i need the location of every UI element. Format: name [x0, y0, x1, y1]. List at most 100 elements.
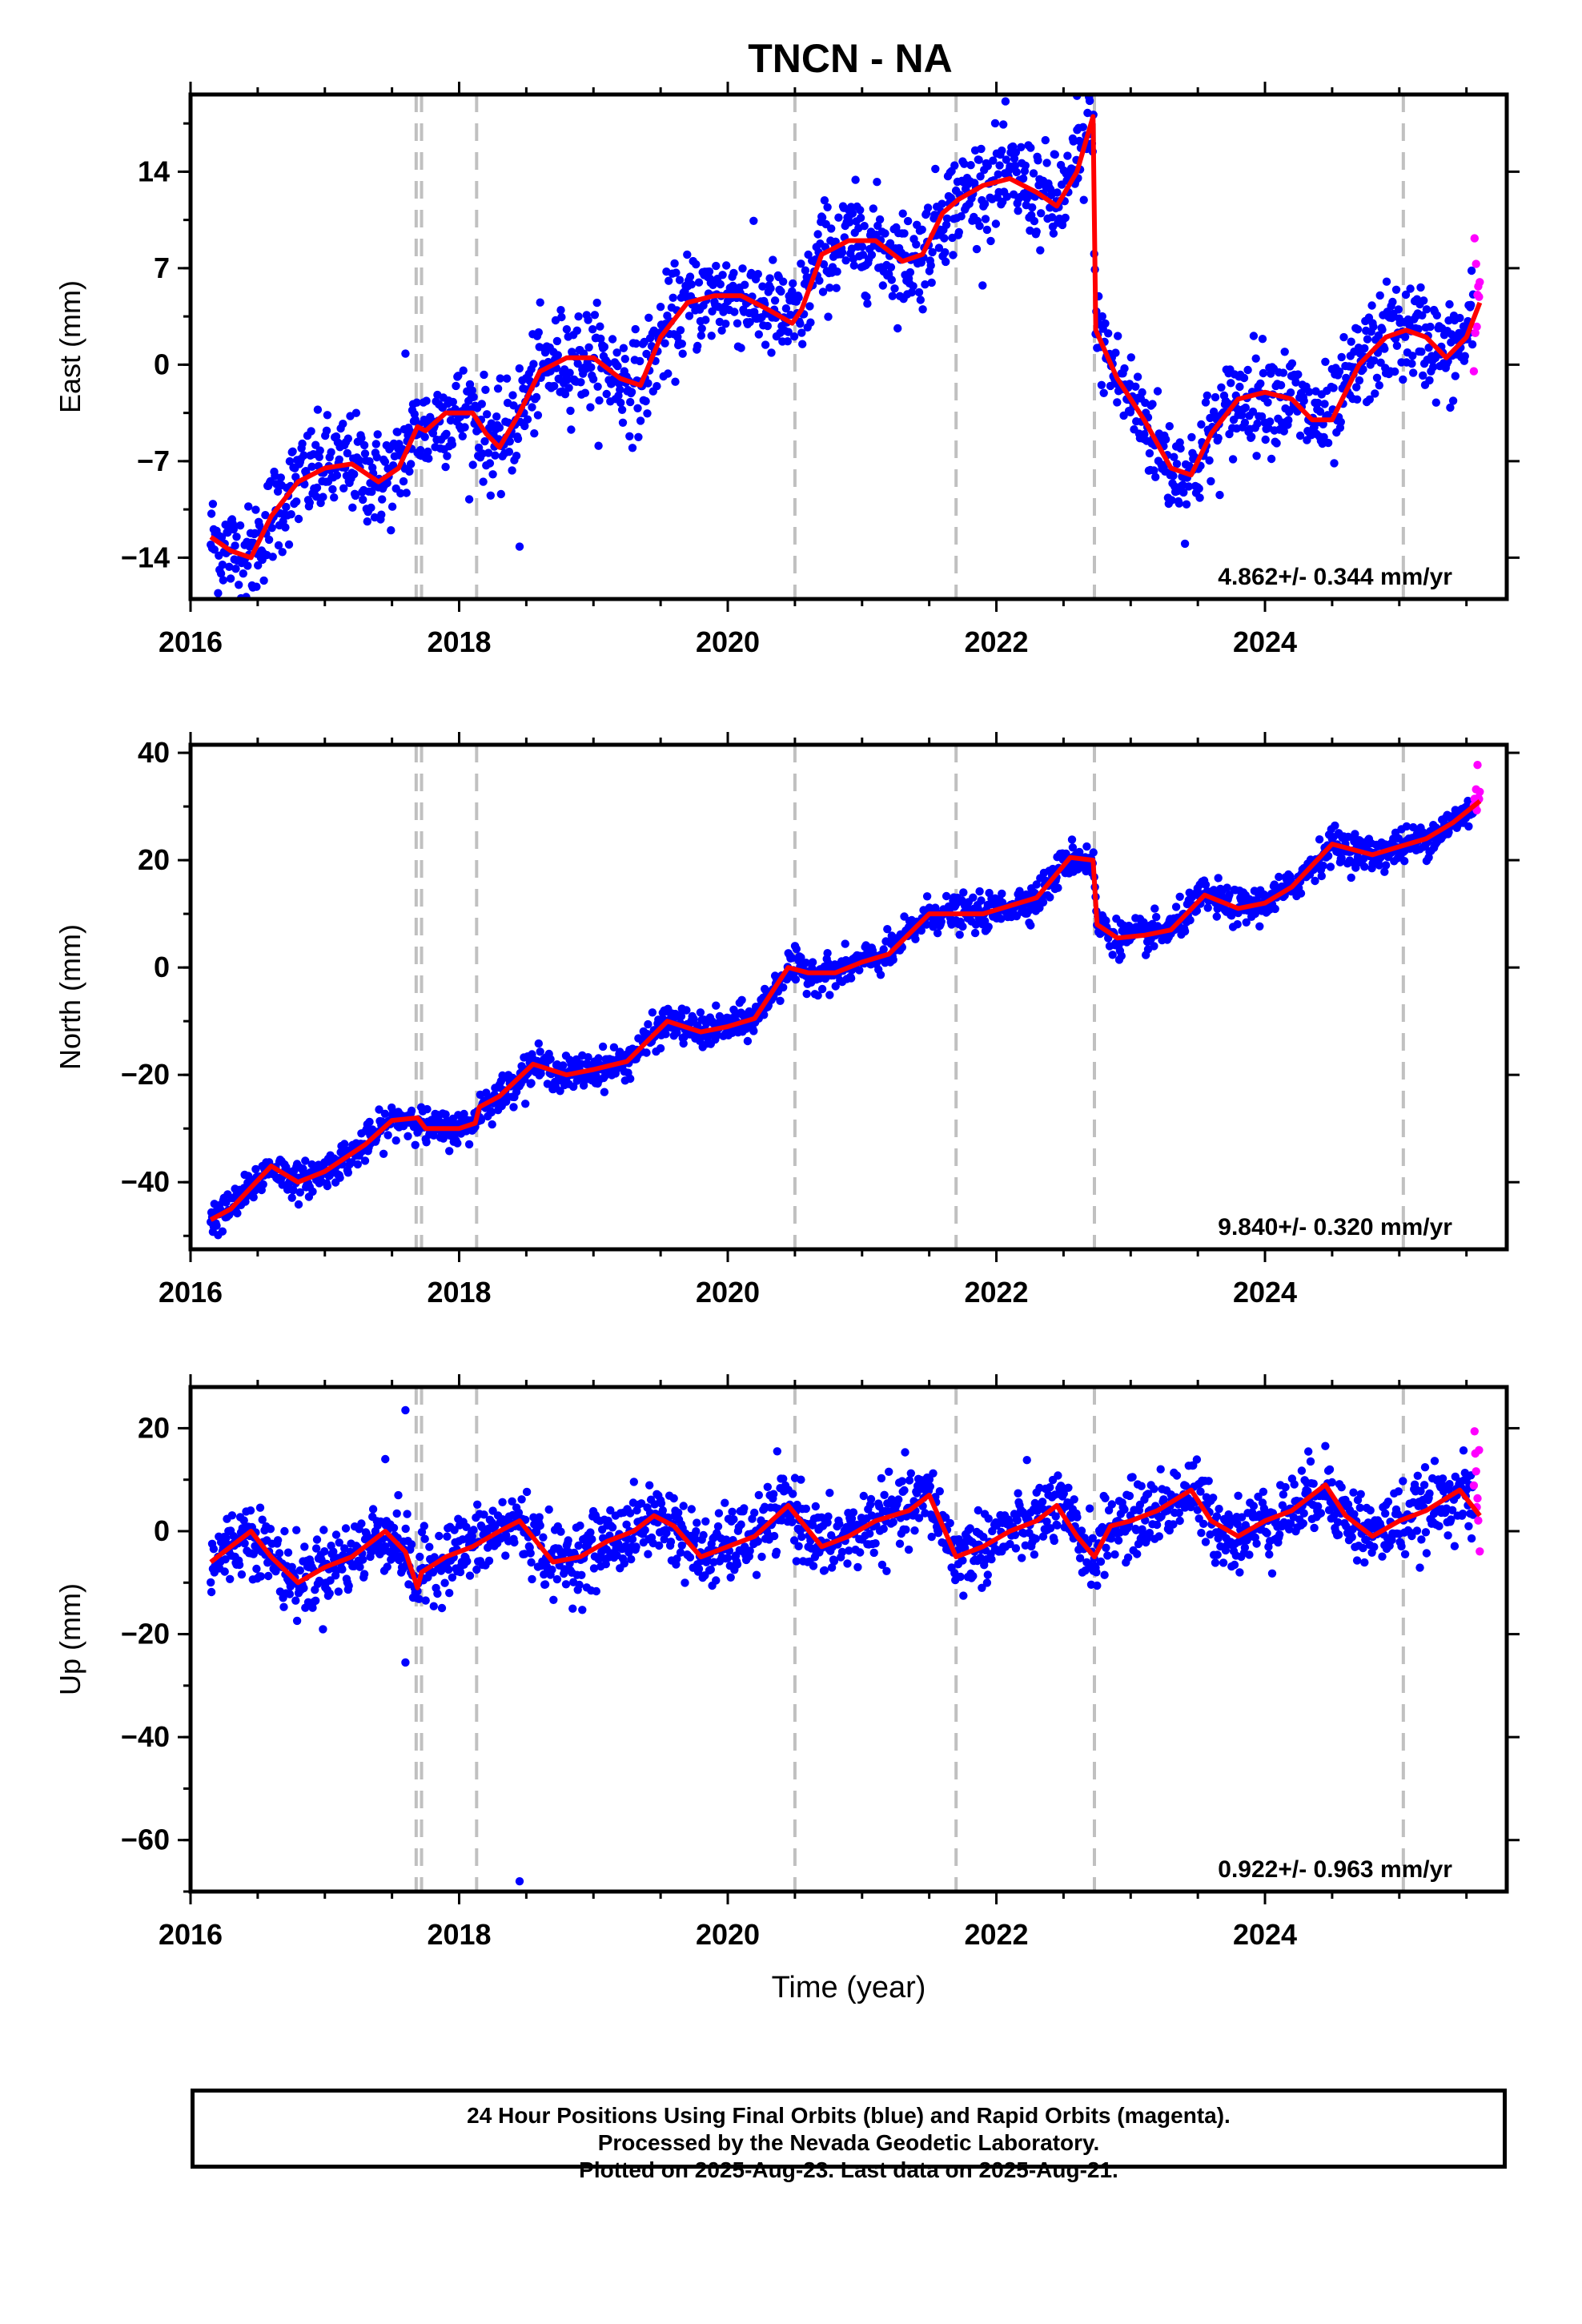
- final-point: [1170, 452, 1178, 461]
- final-point: [827, 1563, 837, 1572]
- final-point: [1187, 432, 1196, 442]
- final-point: [1460, 352, 1470, 360]
- final-point: [998, 146, 1006, 155]
- final-point: [1175, 1516, 1184, 1526]
- final-point: [1335, 367, 1344, 376]
- final-point: [957, 211, 966, 221]
- final-point: [588, 325, 597, 334]
- final-point: [728, 1507, 737, 1517]
- final-point: [1263, 398, 1272, 407]
- final-point: [522, 1487, 532, 1497]
- final-point: [210, 545, 219, 554]
- final-point: [1150, 942, 1158, 951]
- final-point: [1209, 1494, 1218, 1502]
- final-point: [495, 423, 504, 432]
- final-point: [387, 502, 397, 511]
- final-point: [1050, 150, 1060, 159]
- final-point: [843, 1559, 852, 1568]
- final-point: [928, 247, 937, 257]
- final-point: [339, 484, 348, 493]
- final-point: [760, 1011, 769, 1019]
- final-point: [930, 211, 939, 219]
- final-point: [656, 1043, 665, 1053]
- final-point: [1061, 213, 1070, 223]
- final-point: [568, 1604, 577, 1613]
- final-point: [281, 523, 290, 532]
- final-point: [548, 1565, 556, 1574]
- final-point: [1317, 871, 1327, 881]
- final-point: [1085, 96, 1094, 106]
- final-point: [741, 280, 749, 289]
- final-point: [274, 541, 283, 550]
- final-point: [527, 1079, 536, 1088]
- final-point: [1267, 454, 1276, 464]
- final-point: [910, 1526, 919, 1535]
- final-point: [1047, 213, 1057, 222]
- final-point: [1196, 1487, 1205, 1496]
- final-point: [983, 162, 993, 171]
- final-point: [718, 271, 727, 279]
- final-point: [1179, 488, 1188, 497]
- final-point: [219, 576, 227, 585]
- final-point: [1085, 1504, 1094, 1513]
- final-point: [752, 1570, 761, 1579]
- final-point: [977, 896, 986, 905]
- final-point: [999, 120, 1008, 129]
- final-point: [375, 1105, 383, 1114]
- final-point: [254, 561, 263, 570]
- final-point: [1214, 433, 1223, 443]
- final-point: [600, 342, 609, 352]
- final-point: [729, 1515, 738, 1524]
- final-point: [890, 284, 899, 293]
- final-point: [239, 569, 247, 578]
- final-point: [716, 279, 725, 289]
- final-point: [987, 1554, 996, 1564]
- final-point: [661, 1030, 670, 1039]
- final-point: [627, 1554, 636, 1564]
- final-point: [1451, 372, 1460, 380]
- final-point: [811, 1502, 820, 1511]
- final-point: [294, 514, 303, 524]
- final-point: [552, 1574, 562, 1584]
- final-point: [934, 243, 944, 252]
- final-point: [969, 1571, 978, 1581]
- rapid-point: [1473, 761, 1482, 770]
- final-point: [326, 1576, 335, 1585]
- final-point: [1174, 499, 1184, 508]
- final-point: [252, 1564, 261, 1574]
- final-point: [837, 1547, 847, 1557]
- final-point: [927, 1532, 936, 1542]
- final-point: [564, 1536, 572, 1545]
- y-tick-label: 0: [154, 951, 170, 983]
- final-point: [246, 1506, 255, 1515]
- final-point: [869, 204, 878, 213]
- final-point: [1347, 873, 1355, 883]
- final-point: [575, 1580, 584, 1590]
- final-point: [1012, 167, 1022, 177]
- final-point: [1365, 395, 1375, 404]
- final-point: [758, 282, 767, 291]
- final-point: [569, 1082, 578, 1092]
- final-point: [645, 1481, 654, 1490]
- final-point: [1419, 371, 1427, 380]
- final-point: [619, 344, 628, 352]
- final-point: [612, 348, 621, 357]
- final-point: [1114, 1536, 1123, 1545]
- final-point: [295, 1566, 304, 1575]
- final-point: [420, 432, 429, 441]
- final-point: [553, 351, 562, 360]
- final-point: [353, 1160, 362, 1169]
- final-point: [757, 1552, 766, 1562]
- final-point: [443, 1532, 452, 1541]
- final-point: [561, 1580, 571, 1589]
- final-point: [1212, 912, 1222, 921]
- final-point: [437, 1603, 447, 1613]
- final-point: [749, 1027, 758, 1035]
- final-point: [1215, 490, 1224, 500]
- final-point: [851, 175, 860, 184]
- final-point: [745, 1546, 754, 1555]
- final-point: [600, 1088, 609, 1096]
- final-point: [226, 1574, 235, 1584]
- x-tick-label: 2018: [427, 625, 491, 658]
